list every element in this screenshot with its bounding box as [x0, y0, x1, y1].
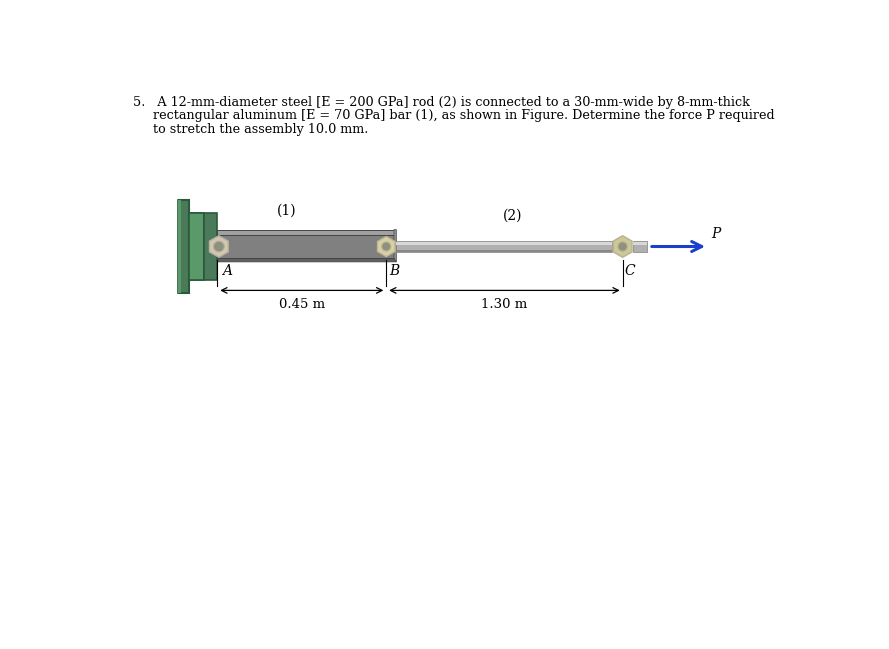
- Bar: [188, 214, 204, 280]
- Text: A: A: [222, 264, 232, 278]
- Bar: [396, 250, 612, 252]
- Bar: [217, 235, 394, 258]
- Polygon shape: [210, 236, 228, 257]
- Text: 1.30 m: 1.30 m: [481, 298, 527, 311]
- Text: to stretch the assembly 10.0 mm.: to stretch the assembly 10.0 mm.: [132, 123, 368, 136]
- Bar: [180, 201, 188, 293]
- Text: (2): (2): [502, 208, 522, 223]
- Bar: [186, 214, 217, 280]
- Polygon shape: [217, 230, 394, 235]
- Bar: [178, 201, 188, 293]
- Text: 5.   A 12-mm-diameter steel [E = 200 GPa] rod (2) is connected to a 30-mm-wide b: 5. A 12-mm-diameter steel [E = 200 GPa] …: [132, 96, 749, 110]
- Polygon shape: [613, 236, 632, 257]
- Ellipse shape: [381, 242, 391, 251]
- Polygon shape: [217, 258, 396, 262]
- Ellipse shape: [213, 241, 224, 252]
- Bar: [634, 241, 647, 252]
- Polygon shape: [394, 230, 396, 262]
- Bar: [634, 242, 647, 245]
- Text: P: P: [711, 227, 720, 241]
- Text: 0.45 m: 0.45 m: [279, 298, 324, 311]
- Bar: [203, 214, 204, 280]
- Polygon shape: [378, 236, 395, 256]
- Ellipse shape: [618, 242, 628, 251]
- Bar: [396, 242, 612, 245]
- Text: (1): (1): [276, 203, 296, 217]
- Bar: [396, 241, 612, 252]
- Text: C: C: [624, 264, 635, 278]
- Text: rectangular aluminum [E = 70 GPa] bar (1), as shown in Figure. Determine the for: rectangular aluminum [E = 70 GPa] bar (1…: [132, 110, 774, 123]
- Text: B: B: [389, 264, 399, 278]
- Bar: [178, 201, 180, 293]
